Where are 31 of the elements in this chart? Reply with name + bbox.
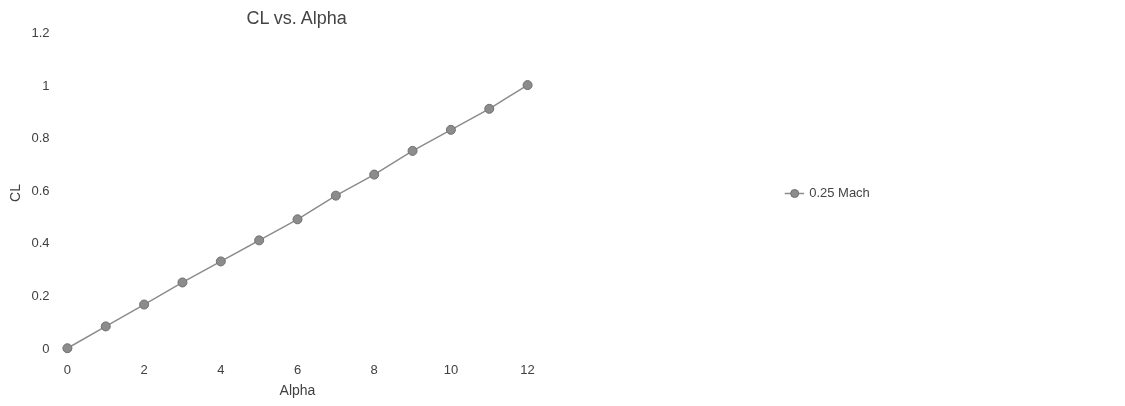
y-tick-label: 0.2 (31, 288, 50, 304)
point (100, 321, 111, 332)
point (62, 343, 73, 354)
y-tick-label: 1 (42, 77, 50, 93)
x-tick-label: 2 (140, 361, 148, 377)
x-tick-label: 4 (217, 361, 225, 377)
x-tick-label: 8 (370, 361, 378, 377)
x-tick-label: 6 (293, 361, 302, 377)
y-tick-label: 0 (42, 340, 50, 356)
point (407, 145, 418, 156)
y-axis-title: CL (7, 183, 24, 202)
chart-title: CL vs. Alpha (246, 7, 348, 28)
y-tick-label: 0.8 (31, 130, 50, 146)
y-tick-label: 1.2 (31, 25, 50, 40)
y-tick-label: 0.6 (31, 182, 50, 198)
point (445, 124, 456, 135)
x-axis-title: Alpha (279, 381, 316, 398)
point (177, 277, 188, 288)
point (484, 103, 495, 114)
x-tick-label: 10 (443, 361, 459, 377)
x-tick-label: 12 (520, 361, 535, 377)
point (139, 299, 150, 310)
y-tick-label: 0.4 (31, 235, 50, 251)
legend-label: 0.25 Mach (809, 185, 870, 200)
point (215, 256, 226, 267)
x-tick-label: 0 (63, 361, 72, 377)
point (254, 235, 265, 246)
point (292, 214, 303, 225)
point (330, 190, 341, 201)
point (522, 80, 533, 91)
point (369, 169, 380, 180)
